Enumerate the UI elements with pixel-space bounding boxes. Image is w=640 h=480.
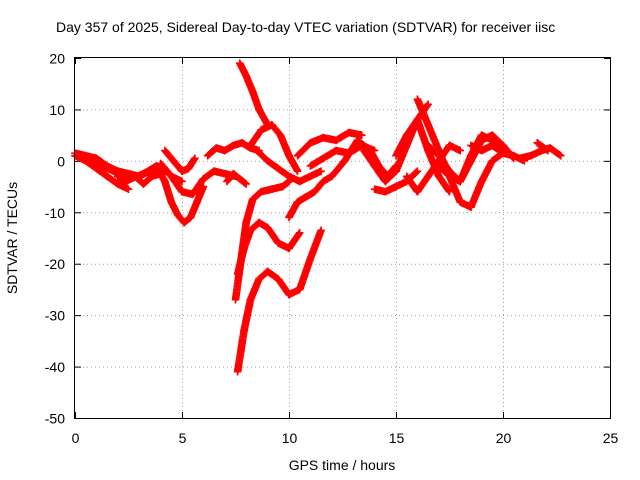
data-point-marker — [544, 146, 552, 155]
series-track — [156, 159, 240, 199]
series-track — [533, 139, 552, 155]
data-point-marker — [124, 185, 133, 193]
series-track — [114, 169, 165, 188]
y-tick-label: -50 — [45, 411, 65, 427]
series-track — [233, 226, 325, 376]
data-point-marker — [555, 151, 564, 159]
y-tick-label: 10 — [49, 102, 65, 118]
data-point-marker — [423, 101, 432, 110]
data-point-marker — [317, 167, 325, 175]
series-track — [360, 100, 432, 186]
y-tick-label: -20 — [45, 256, 65, 272]
series-track — [233, 218, 304, 278]
y-tick-label: 0 — [57, 153, 65, 169]
axis-ticks: 0 5 10 15 20 25 -50 -40 -30 -20 -10 0 10 20 — [45, 51, 619, 447]
series-track — [328, 136, 400, 181]
x-tick-label: 15 — [389, 430, 405, 446]
series-track — [223, 169, 250, 188]
x-tick-label: 10 — [282, 430, 298, 446]
data-point-marker — [556, 151, 565, 160]
data-point-marker — [413, 167, 422, 175]
data-point-marker — [191, 154, 199, 163]
data-point-marker — [412, 168, 421, 176]
grid — [75, 58, 610, 418]
x-tick-label: 5 — [179, 430, 187, 446]
data-point-marker — [295, 229, 304, 237]
x-tick-label: 20 — [496, 430, 512, 446]
series-track — [253, 146, 325, 186]
data-point-marker — [456, 146, 464, 155]
x-tick-label: 0 — [72, 430, 80, 446]
data-point-marker — [357, 131, 366, 139]
y-tick-label: -10 — [45, 205, 65, 221]
y-tick-label: 20 — [49, 51, 65, 67]
data-point-marker — [293, 167, 302, 175]
chart-title: Day 357 of 2025, Sidereal Day-to-day VTE… — [56, 19, 555, 35]
series-track — [293, 128, 366, 160]
y-tick-label: -30 — [45, 308, 65, 324]
x-tick-label: 25 — [603, 430, 619, 446]
data-marks — [71, 59, 565, 376]
plot-frame — [74, 57, 611, 419]
data-point-marker — [241, 179, 249, 187]
data-point-marker — [178, 177, 186, 186]
data-point-marker — [295, 230, 303, 238]
data-point-marker — [444, 186, 453, 195]
y-axis-label: SDTVAR / TECUs — [4, 182, 20, 294]
data-point-marker — [317, 226, 325, 235]
series-track — [246, 121, 302, 175]
x-axis-label: GPS time / hours — [289, 457, 396, 473]
data-point-marker — [242, 180, 250, 188]
series-track — [203, 139, 263, 160]
data-point-marker — [284, 178, 292, 187]
series-track — [392, 115, 454, 196]
y-tick-label: -40 — [45, 359, 65, 375]
data-point-marker — [424, 100, 432, 109]
series-track — [161, 146, 199, 175]
data-point-marker — [445, 187, 454, 196]
series-track — [152, 162, 208, 227]
series-track — [235, 59, 272, 129]
data-point-marker — [542, 145, 551, 154]
